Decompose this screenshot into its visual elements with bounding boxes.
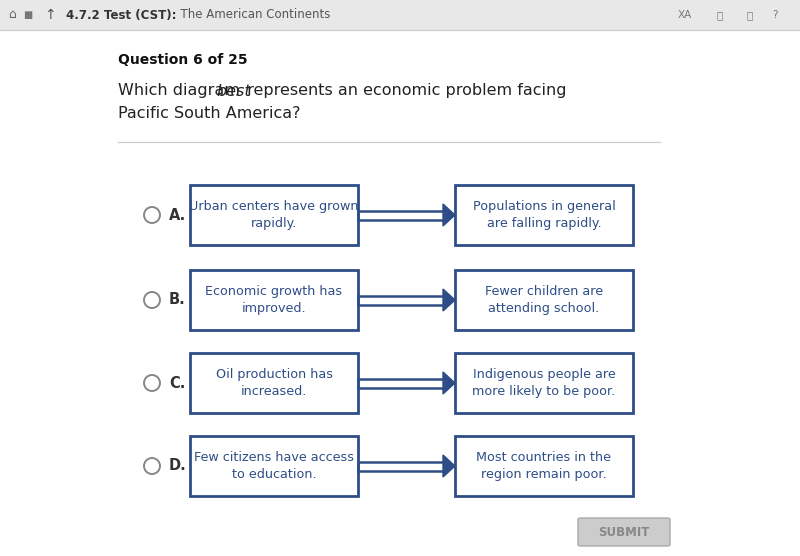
Text: ?: ? — [772, 10, 778, 20]
Text: ↑: ↑ — [44, 8, 56, 22]
Polygon shape — [443, 289, 455, 311]
FancyBboxPatch shape — [0, 0, 800, 30]
FancyBboxPatch shape — [190, 353, 358, 413]
Text: XA: XA — [678, 10, 692, 20]
FancyBboxPatch shape — [455, 185, 633, 245]
Text: 🖨: 🖨 — [747, 10, 753, 20]
Text: Oil production has
increased.: Oil production has increased. — [215, 368, 333, 398]
Text: 4.7.2 Test (CST):: 4.7.2 Test (CST): — [66, 8, 177, 22]
Text: Few citizens have access
to education.: Few citizens have access to education. — [194, 451, 354, 481]
Polygon shape — [443, 372, 455, 394]
Text: Economic growth has
improved.: Economic growth has improved. — [206, 285, 342, 315]
Text: ■: ■ — [23, 10, 33, 20]
FancyBboxPatch shape — [190, 185, 358, 245]
FancyBboxPatch shape — [190, 270, 358, 330]
Text: Fewer children are
attending school.: Fewer children are attending school. — [485, 285, 603, 315]
Text: The American Continents: The American Continents — [173, 8, 330, 22]
Text: ⌂: ⌂ — [8, 8, 16, 22]
Polygon shape — [443, 455, 455, 477]
Text: represents an economic problem facing: represents an economic problem facing — [242, 83, 566, 98]
Text: D.: D. — [169, 459, 186, 474]
Text: Question 6 of 25: Question 6 of 25 — [118, 53, 248, 67]
Text: Pacific South America?: Pacific South America? — [118, 106, 301, 121]
Text: Most countries in the
region remain poor.: Most countries in the region remain poor… — [477, 451, 611, 481]
Text: SUBMIT: SUBMIT — [598, 525, 650, 539]
Text: 👤: 👤 — [717, 10, 723, 20]
Text: C.: C. — [169, 375, 186, 390]
FancyBboxPatch shape — [455, 436, 633, 496]
Text: best: best — [216, 83, 250, 98]
Text: Indigenous people are
more likely to be poor.: Indigenous people are more likely to be … — [472, 368, 616, 398]
Text: Populations in general
are falling rapidly.: Populations in general are falling rapid… — [473, 200, 615, 230]
FancyBboxPatch shape — [455, 270, 633, 330]
FancyBboxPatch shape — [455, 353, 633, 413]
Polygon shape — [443, 204, 455, 226]
Text: Urban centers have grown
rapidly.: Urban centers have grown rapidly. — [190, 200, 358, 230]
FancyBboxPatch shape — [190, 436, 358, 496]
Text: A.: A. — [169, 207, 186, 222]
Text: Which diagram: Which diagram — [118, 83, 245, 98]
FancyBboxPatch shape — [578, 518, 670, 546]
Text: B.: B. — [169, 292, 186, 307]
